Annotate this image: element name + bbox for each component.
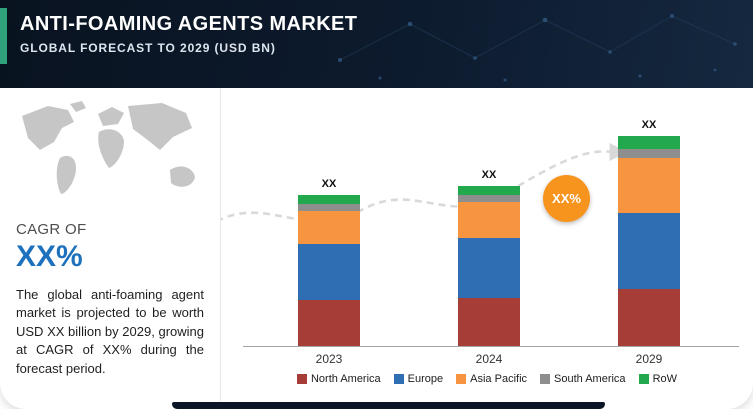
legend-item-south-america: South America [540, 373, 626, 385]
x-axis-labels: 2023 2024 2029 [249, 352, 729, 366]
stacked-bar-2023 [298, 195, 360, 346]
legend-swatch-row [638, 374, 649, 384]
segment-asia-pacific [618, 158, 680, 213]
segment-europe [458, 238, 520, 298]
bar-value-label: XX [641, 119, 657, 131]
x-axis-line [243, 346, 739, 347]
bottom-trim-bar [172, 402, 605, 409]
cagr-label: CAGR OF [16, 221, 87, 238]
legend-swatch-south-america [540, 374, 551, 384]
legend-label: Europe [407, 373, 444, 385]
legend-swatch-north-america [296, 374, 307, 384]
segment-row [618, 136, 680, 149]
legend-label: Asia Pacific [470, 373, 528, 385]
segment-europe [618, 213, 680, 289]
x-axis-label-2029: 2029 [635, 352, 663, 366]
cagr-value: XX% [16, 240, 83, 273]
segment-asia-pacific [298, 211, 360, 244]
legend-label: RoW [652, 373, 678, 385]
market-description: The global anti-foaming agent market is … [16, 287, 204, 376]
header-network-decoration [338, 14, 737, 82]
bar-column-2029: XX [569, 119, 729, 346]
segment-row [458, 186, 520, 195]
x-axis-label-2023: 2023 [315, 352, 343, 366]
header-accent-bar [0, 8, 7, 64]
legend-swatch-europe [393, 374, 404, 384]
segment-europe [298, 244, 360, 300]
cagr-badge: XX% [543, 175, 590, 222]
segment-south-america [458, 195, 520, 202]
segment-asia-pacific [458, 202, 520, 238]
bar-value-label: XX [481, 169, 497, 181]
report-subtitle: GLOBAL FORECAST TO 2029 (USD BN) [20, 41, 276, 55]
stacked-bar-2029 [618, 136, 680, 346]
bar-value-label: XX [321, 178, 337, 190]
world-map [22, 101, 195, 194]
segment-south-america [298, 204, 360, 211]
legend-item-europe: Europe [393, 373, 444, 385]
cagr-badge-value: XX% [552, 191, 581, 206]
report-title: ANTI-FOAMING AGENTS MARKET [20, 13, 358, 35]
legend-item-row: RoW [638, 373, 678, 385]
legend-item-north-america: North America [296, 373, 381, 385]
legend-item-asia-pacific: Asia Pacific [456, 373, 527, 385]
segment-north-america [298, 300, 360, 346]
bar-column-2023: XX [249, 178, 409, 346]
chart-area: XX XX XX 2023 2024 2029 North America Europe A… [221, 88, 753, 409]
legend-swatch-asia-pacific [456, 374, 467, 384]
stacked-bar-2024 [458, 186, 520, 346]
bars-area: XX XX XX [249, 88, 729, 346]
x-axis-label-2024: 2024 [475, 352, 503, 366]
left-panel: CAGR OF XX% The global anti-foaming agen… [0, 88, 221, 401]
legend-label: South America [554, 373, 626, 385]
legend-label: North America [310, 373, 381, 385]
header: ANTI-FOAMING AGENTS MARKET GLOBAL FORECA… [0, 0, 753, 88]
segment-row [298, 195, 360, 204]
chart-legend: North America Europe Asia Pacific South Ame… [221, 373, 753, 385]
segment-north-america [458, 298, 520, 346]
segment-north-america [618, 289, 680, 346]
segment-south-america [618, 149, 680, 158]
